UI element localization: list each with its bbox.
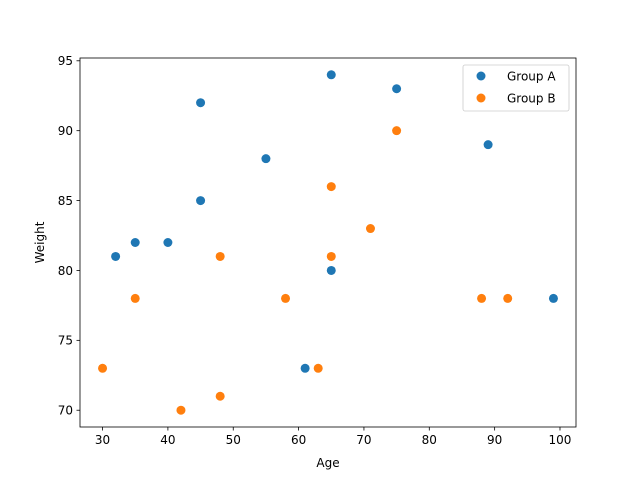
y-axis-label: Weight	[33, 221, 47, 263]
data-point-group-b	[326, 251, 336, 261]
data-point-group-b	[215, 391, 225, 401]
data-point-group-a	[548, 293, 558, 303]
data-point-group-a	[196, 98, 206, 108]
data-points	[98, 70, 558, 415]
x-tick-label: 40	[160, 433, 175, 447]
data-point-group-b	[365, 224, 375, 234]
legend-marker-group-b	[476, 93, 486, 103]
data-point-group-a	[483, 140, 493, 150]
x-axis-ticks: 30 40 50 60 70 80 90 100	[95, 427, 572, 447]
x-tick-label: 90	[487, 433, 502, 447]
x-tick-label: 100	[549, 433, 572, 447]
data-point-group-b	[326, 182, 336, 192]
data-point-group-b	[215, 251, 225, 261]
data-point-group-a	[326, 70, 336, 80]
data-point-group-a	[300, 363, 310, 373]
x-tick-label: 80	[422, 433, 437, 447]
x-axis-label: Age	[316, 456, 339, 470]
legend-label-group-b: Group B	[507, 91, 556, 105]
data-point-group-b	[392, 126, 402, 136]
y-tick-label: 90	[58, 124, 73, 138]
x-tick-label: 70	[356, 433, 371, 447]
y-tick-label: 80	[58, 264, 73, 278]
data-point-group-b	[98, 363, 108, 373]
y-tick-label: 75	[58, 334, 73, 348]
legend-box	[462, 64, 570, 112]
data-point-group-b	[477, 293, 487, 303]
data-point-group-b	[130, 293, 140, 303]
data-point-group-b	[176, 405, 186, 415]
y-tick-label: 70	[58, 404, 73, 418]
data-point-group-a	[261, 154, 271, 164]
y-axis-ticks: 70 75 80 85 90 95	[58, 54, 80, 418]
data-point-group-a	[130, 238, 140, 247]
x-tick-label: 60	[291, 433, 306, 447]
legend: Group A Group B	[462, 64, 570, 112]
legend-label-group-a: Group A	[507, 69, 556, 83]
data-point-group-b	[313, 363, 323, 373]
data-point-group-a	[392, 84, 402, 94]
data-point-group-a	[326, 265, 336, 275]
data-point-group-a	[111, 251, 121, 261]
data-point-group-a	[196, 196, 206, 206]
legend-marker-group-a	[476, 71, 486, 81]
plot-frame	[79, 57, 577, 428]
data-point-group-b	[281, 293, 291, 303]
x-tick-label: 30	[95, 433, 110, 447]
y-tick-label: 85	[58, 194, 73, 208]
data-point-group-a	[163, 238, 173, 247]
y-tick-label: 95	[58, 54, 73, 68]
x-tick-label: 50	[226, 433, 241, 447]
data-point-group-b	[503, 293, 513, 303]
